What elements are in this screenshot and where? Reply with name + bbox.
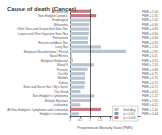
svg-text:PMR = 1.00: PMR = 1.00 [142, 9, 158, 13]
svg-text:Hodgkin's Leukaemia: Hodgkin's Leukaemia [39, 112, 68, 116]
svg-text:Lung Nos: Lung Nos [55, 45, 68, 49]
svg-text:p < 0.05: p < 0.05 [123, 111, 135, 116]
svg-text:Non-Hodgkin Lympho.: Non-Hodgkin Lympho. [38, 14, 68, 18]
svg-text:2: 2 [109, 118, 111, 122]
svg-text:Esophageal: Esophageal [52, 18, 68, 22]
svg-text:Blood S: Blood S [57, 63, 68, 67]
svg-text:PMR = 0.75: PMR = 0.75 [142, 81, 158, 85]
svg-text:PMR = 1.55: PMR = 1.55 [142, 107, 158, 111]
svg-text:0: 0 [69, 118, 71, 122]
svg-text:PMR = 0.11: PMR = 0.11 [142, 54, 158, 58]
svg-text:PMR = 2.80: PMR = 2.80 [142, 49, 158, 53]
svg-text:0.5: 0.5 [78, 118, 83, 122]
svg-text:Thy Gland: Thy Gland [54, 90, 68, 94]
svg-text:PMR = 0.52: PMR = 0.52 [142, 90, 158, 94]
svg-text:PMR = 0.90: PMR = 0.90 [142, 36, 158, 40]
svg-text:PMR = 1.05: PMR = 1.05 [142, 99, 158, 103]
svg-text:PMR = 1.00: PMR = 1.00 [142, 18, 158, 22]
svg-text:PMR = 0.96: PMR = 0.96 [142, 23, 158, 27]
svg-text:Peritoneum: Peritoneum [53, 36, 69, 40]
svg-text:PMR = 0.44: PMR = 0.44 [142, 112, 158, 116]
svg-text:1.5: 1.5 [98, 118, 103, 122]
svg-text:Non-Hodgkin's Lymphoma: Non-Hodgkin's Lymphoma [33, 94, 68, 98]
svg-text:PMR = 1.31: PMR = 1.31 [142, 14, 158, 18]
svg-text:Proportionate Mortality Ratio: Proportionate Mortality Ratio (PMR) [77, 126, 132, 130]
svg-text:Both Avg: Both Avg [123, 107, 136, 112]
svg-text:PMR = 0.94: PMR = 0.94 [142, 32, 158, 36]
svg-text:Oral No: Oral No [58, 72, 69, 76]
svg-text:All Non-Hodgkin's Lymphoma and: All Non-Hodgkin's Lymphoma and Leukaemia [7, 107, 68, 111]
svg-text:PMR = 0.75: PMR = 0.75 [142, 72, 158, 76]
svg-text:Melanoma: Melanoma [54, 23, 68, 27]
svg-text:Cause of death (Cancer): Cause of death (Cancer) [7, 6, 76, 12]
svg-text:Malignant Endocrine: Malignant Endocrine [41, 58, 69, 62]
svg-text:Leukaemia: Leukaemia [53, 103, 68, 107]
svg-text:Malignant Mesothelioma / Pleur: Malignant Mesothelioma / Pleural [24, 49, 69, 53]
svg-text:PMR = 1.55: PMR = 1.55 [142, 45, 158, 49]
svg-text:PMR = 0.88: PMR = 0.88 [142, 67, 158, 71]
svg-text:Nasal Rhinitis: Nasal Rhinitis [50, 54, 69, 58]
svg-text:Prostate: Prostate [57, 67, 69, 71]
svg-text:PMR = 0.90: PMR = 0.90 [142, 41, 158, 45]
svg-text:Kidney: Kidney [59, 81, 69, 85]
svg-text:PMR = 0.52: PMR = 0.52 [142, 103, 158, 107]
svg-text:PMR = 0.15: PMR = 0.15 [142, 58, 158, 62]
svg-text:PMR = 0.95: PMR = 0.95 [142, 27, 158, 31]
svg-text:1: 1 [89, 118, 91, 122]
svg-text:PMR = 0.72: PMR = 0.72 [142, 85, 158, 89]
svg-text:Rectum and Anus Nos: Rectum and Anus Nos [38, 41, 68, 45]
svg-text:Larynx and Other Digestive Sit: Larynx and Other Digestive Sites Nos [18, 32, 69, 36]
svg-text:PMR = 1.22: PMR = 1.22 [142, 94, 158, 98]
svg-text:PMR = 1.20: PMR = 1.20 [142, 63, 158, 67]
svg-text:p < 0.001: p < 0.001 [123, 116, 136, 120]
svg-text:Other Sites and Unspecified Si: Other Sites and Unspecified Sites Nos [17, 27, 69, 31]
svg-text:Bladder: Bladder [58, 76, 68, 80]
svg-text:PMR = 0.75: PMR = 0.75 [142, 76, 158, 80]
svg-text:Brain and Nerve Nos / Bg's Spi: Brain and Nerve Nos / Bg's Spine [23, 85, 68, 89]
svg-text:Multiple Myeloma: Multiple Myeloma [45, 99, 69, 103]
